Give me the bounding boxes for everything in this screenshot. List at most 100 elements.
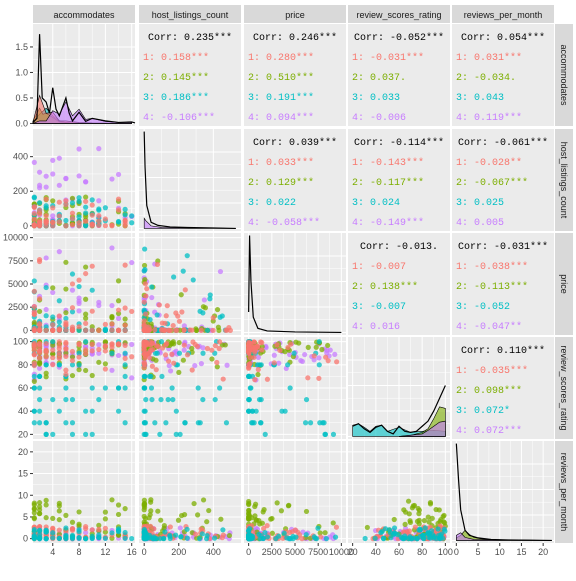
corr-group-label: 1: -0.143*** [352,157,424,169]
scatter-point [69,354,76,360]
corr-group-label: 3: 0.022 [248,198,296,209]
scatter-point [36,169,43,175]
scatter-point [330,520,336,526]
scatter-point [76,195,82,201]
corr-overall-label: Corr: 0.054*** [461,32,545,44]
corr-group-label: 2: -0.067*** [456,177,528,189]
x-tick-label: 100 [438,547,453,557]
scatter-point [56,345,62,352]
scatter-point [255,354,262,360]
scatter-point [162,529,168,535]
scatter-point [122,206,128,212]
scatter-point [122,217,128,223]
scatter-point [251,354,257,361]
scatter-point [198,361,204,367]
y-tick-label: 20 [18,429,28,439]
scatter-point [50,289,56,296]
scatter-point [69,326,76,332]
scatter-point [167,535,173,542]
x-tick-label: 15 [516,547,526,557]
scatter-point [115,327,122,333]
panel-bg [139,24,241,126]
scatter-point [173,431,179,437]
scatter-point [388,535,394,541]
scatter-point [43,497,49,503]
scatter-point [63,223,69,229]
scatter-point [159,345,166,351]
scatter-point [269,530,275,536]
scatter-point [311,357,317,363]
scatter-point [89,341,95,347]
scatter-point [56,362,62,368]
scatter-point [276,360,282,366]
density-area-group-4 [143,217,236,229]
scatter-point [317,534,324,540]
scatter-point [96,222,102,228]
scatter-point [96,207,102,213]
scatter-point [36,308,43,315]
corr-group-label: 2: 0.037. [352,73,406,84]
scatter-point [261,525,267,532]
scatter-point [102,205,108,211]
scatter-point [83,367,89,374]
corr-group-label: 1: -0.031*** [352,52,424,64]
scatter-point [115,352,122,359]
scatter-point [31,311,37,317]
scatter-point [63,175,69,181]
scatter-point [36,373,43,380]
column-strip-label: reviews_per_month [464,10,543,20]
scatter-point [63,259,69,265]
scatter-point [144,286,150,292]
scatter-point [43,354,49,360]
scatter-point [122,362,128,368]
corr-group-label: 2: 0.129*** [248,177,314,189]
scatter-point [152,420,158,426]
x-tick-label: 60 [394,547,404,557]
scatter-point [96,526,102,533]
scatter-point [177,431,183,437]
scatter-point [36,396,43,403]
scatter-point [56,508,62,514]
scatter-point [141,361,147,367]
scatter-point [323,536,329,542]
scatter-point [219,313,225,319]
scatter-point [262,530,268,536]
scatter-point [102,516,108,522]
scatter-point [89,527,95,533]
scatter-point [141,347,147,353]
scatter-point [210,315,216,321]
scatter-point [109,341,115,347]
scatter-point [198,327,204,333]
scatter-point [129,341,135,348]
corr-group-label: 2: -0.113*** [456,281,528,293]
scatter-point [56,219,62,225]
scatter-point [194,327,200,333]
scatter-point [96,146,102,152]
scatter-point [83,214,89,220]
scatter-point [76,341,82,348]
scatter-point [102,361,108,367]
scatter-point [149,340,156,346]
scatter-point [89,223,95,229]
x-tick-label: 0 [246,547,251,557]
scatter-point [148,499,154,505]
scatter-point [141,326,147,332]
scatter-point [31,526,37,533]
scatter-point [63,396,69,403]
scatter-point [89,372,95,379]
strip-right [555,129,573,231]
scatter-point [181,342,187,348]
scatter-point [31,516,37,522]
scatter-point [246,500,252,507]
scatter-point [31,278,37,284]
corr-overall-label: Corr: -0.061*** [458,137,548,149]
scatter-point [102,216,108,222]
corr-overall-label: Corr: 0.235*** [148,32,232,44]
scatter-point [56,319,62,325]
scatter-point [122,350,128,356]
corr-overall-label: Corr: -0.031*** [458,241,548,253]
scatter-point [246,347,252,353]
scatter-point [362,535,368,542]
scatter-point [435,526,441,532]
scatter-point [403,509,409,515]
